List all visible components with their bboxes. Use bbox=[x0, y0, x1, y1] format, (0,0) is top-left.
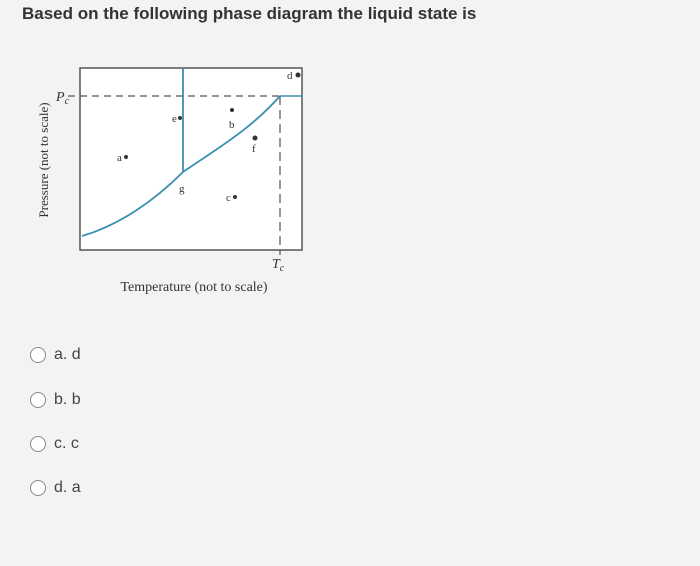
y-axis-label: Pressure (not to scale) bbox=[36, 102, 51, 217]
option-text: b. b bbox=[54, 391, 81, 408]
option-text: d. a bbox=[54, 479, 81, 496]
option[interactable]: a. d bbox=[30, 346, 81, 364]
point-label: c bbox=[226, 192, 231, 204]
point bbox=[124, 155, 128, 159]
x-axis-label: Temperature (not to scale) bbox=[120, 280, 267, 295]
radio-button[interactable] bbox=[30, 392, 46, 408]
option-text: c. c bbox=[54, 435, 79, 452]
option-text: a. d bbox=[54, 346, 81, 363]
radio-button[interactable] bbox=[30, 480, 46, 496]
point bbox=[230, 108, 234, 112]
point bbox=[252, 135, 258, 141]
point-label: f bbox=[252, 143, 256, 155]
question: Based on the following phase diagram the… bbox=[22, 4, 477, 23]
option[interactable]: d. a bbox=[30, 479, 81, 497]
radio-button[interactable] bbox=[30, 436, 46, 452]
diagram-frame bbox=[79, 67, 303, 251]
pc-label: Pc bbox=[55, 90, 70, 107]
vaporization-curve bbox=[182, 95, 281, 173]
point-label: e bbox=[172, 113, 177, 125]
point bbox=[178, 116, 182, 120]
point-label: g bbox=[179, 183, 185, 195]
point bbox=[295, 72, 301, 78]
point-label: a bbox=[117, 152, 122, 164]
tc-label: Tc bbox=[272, 257, 285, 274]
point-label: d bbox=[287, 70, 293, 82]
option[interactable]: b. b bbox=[30, 391, 81, 409]
sublimation-curve bbox=[81, 171, 184, 237]
point bbox=[233, 195, 237, 199]
radio-button[interactable] bbox=[30, 347, 46, 363]
phase-diagram: Pressure (not to scale) Temperature (not… bbox=[36, 67, 303, 295]
option[interactable]: c. c bbox=[30, 435, 79, 453]
point-label: b bbox=[229, 119, 235, 131]
